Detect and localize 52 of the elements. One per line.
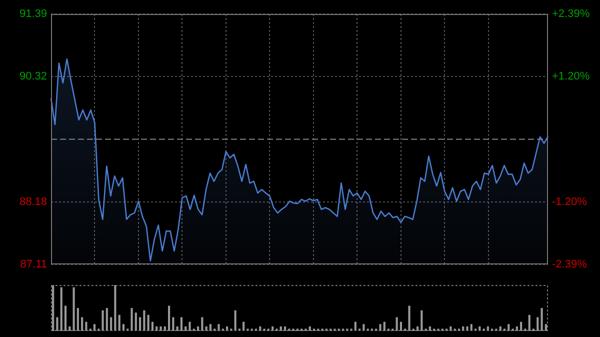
bar — [52, 285, 54, 331]
bar — [218, 324, 220, 331]
bar — [466, 326, 468, 331]
y2-tick-label: -2.39% — [552, 258, 588, 270]
bar — [400, 322, 402, 331]
bar — [56, 317, 58, 331]
bar — [64, 306, 67, 331]
bar — [234, 310, 236, 331]
bar — [139, 317, 142, 331]
bar — [184, 326, 187, 331]
bar — [544, 324, 547, 331]
bar — [118, 314, 120, 331]
bar — [528, 314, 530, 331]
bar — [201, 317, 204, 331]
bar — [76, 308, 79, 331]
bar — [68, 326, 71, 331]
bar — [188, 322, 191, 331]
bar — [130, 308, 133, 331]
y2-tick-label: +1.20% — [552, 70, 590, 82]
bar — [379, 324, 382, 331]
bar — [536, 317, 539, 331]
y2-tick-label: +2.39% — [552, 8, 590, 20]
bar — [160, 326, 162, 331]
y-tick-label: 91.39 — [19, 8, 47, 20]
bar — [520, 322, 522, 331]
bar — [106, 308, 108, 331]
y-tick-label: 90.32 — [19, 70, 47, 83]
bar — [176, 326, 178, 331]
bar — [110, 317, 112, 331]
bar — [416, 326, 419, 331]
bar — [147, 314, 150, 331]
bar — [102, 310, 104, 331]
bar — [72, 287, 75, 331]
bar — [143, 310, 146, 331]
bar — [420, 310, 423, 331]
bar — [114, 285, 116, 331]
bar — [85, 322, 88, 331]
y2-tick-label: -1.20% — [552, 196, 588, 208]
bar — [168, 306, 170, 331]
bar — [172, 317, 174, 331]
bar — [540, 308, 543, 331]
bar — [93, 324, 96, 331]
y-tick-label: 87.11 — [20, 258, 47, 270]
bar — [396, 317, 398, 331]
bar — [408, 306, 410, 331]
bar — [209, 324, 212, 331]
bar — [60, 287, 62, 331]
bar — [180, 317, 182, 331]
bar — [508, 324, 510, 331]
bar — [81, 317, 84, 331]
y-tick-label: 88.18 — [19, 196, 47, 208]
bar — [134, 312, 137, 331]
